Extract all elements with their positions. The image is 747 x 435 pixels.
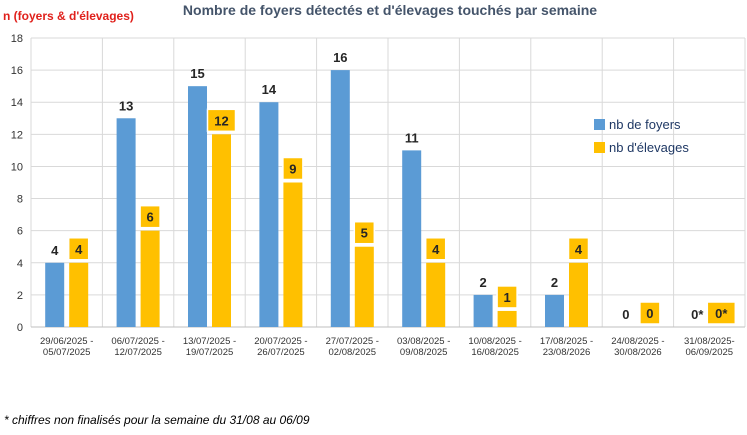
- bar-foyers: [473, 294, 493, 327]
- x-tick-label: 27/07/2025 -02/08/2025: [326, 336, 379, 358]
- data-label-elevages: 12: [214, 113, 228, 128]
- y-tick-label: 12: [11, 129, 23, 141]
- data-label-box-elevages: [639, 301, 661, 325]
- bar-elevages: [212, 134, 231, 327]
- data-label-box-elevages: [567, 237, 590, 261]
- bar-foyers: [188, 86, 207, 328]
- data-label-foyers: 0: [622, 307, 629, 322]
- data-label-box-elevages: [496, 285, 518, 309]
- data-label-box-elevages: [67, 237, 90, 261]
- bar-foyers: [116, 118, 136, 328]
- data-label-elevages: 9: [289, 162, 296, 177]
- x-tick-label: 06/07/2025 -12/07/2025: [111, 336, 164, 358]
- bar-foyers: [402, 150, 422, 327]
- data-label-box-elevages: [353, 220, 376, 245]
- x-tick-label: 10/08/2025 -16/08/2025: [468, 336, 521, 358]
- x-tick-label: 29/06/2025 -05/07/2025: [40, 336, 93, 358]
- x-tick-label: 31/08/2025-06/09/2025: [684, 336, 735, 358]
- bar-foyers: [545, 294, 564, 327]
- data-label-elevages: 6: [146, 210, 153, 225]
- data-label-foyers: 2: [551, 275, 558, 290]
- y-tick-label: 8: [17, 194, 23, 206]
- x-tick-label: 13/07/2025 -19/07/2025: [183, 336, 236, 358]
- bar-elevages: [354, 246, 374, 327]
- y-tick-label: 0: [17, 322, 23, 334]
- footnote: * chiffres non finalisés pour la semaine…: [4, 413, 310, 427]
- data-label-foyers: 16: [333, 50, 347, 65]
- x-tick-label: 24/08/2025 -30/08/2026: [611, 336, 664, 358]
- data-label-elevages: 4: [432, 242, 440, 257]
- data-label-box-elevages: [282, 156, 304, 181]
- y-tick-label: 10: [11, 161, 23, 173]
- y-tick-label: 16: [11, 65, 23, 77]
- y-tick-label: 14: [11, 97, 23, 109]
- bar-elevages: [497, 310, 517, 327]
- data-label-elevages: 4: [575, 242, 583, 257]
- y-axis-title: n (foyers & d'élevages): [3, 9, 134, 23]
- data-label-foyers: 4: [51, 243, 59, 258]
- x-tick-label: 20/07/2025 -26/07/2025: [254, 336, 307, 358]
- y-tick-label: 6: [17, 226, 23, 238]
- data-label-foyers: 11: [405, 130, 419, 145]
- data-label-elevages: 4: [75, 242, 83, 257]
- data-label-foyers: 0*: [691, 307, 704, 322]
- bar-foyers: [330, 70, 350, 327]
- legend-label: nb d'élevages: [609, 140, 689, 155]
- bar-elevages: [140, 230, 160, 327]
- y-tick-label: 2: [17, 290, 23, 302]
- bar-foyers: [45, 262, 65, 327]
- bar-elevages: [426, 262, 446, 327]
- data-label-box-elevages: [706, 301, 737, 325]
- bars: [45, 70, 588, 328]
- legend-label: nb de foyers: [609, 117, 681, 132]
- bar-foyers: [259, 102, 279, 327]
- data-label-elevages: 1: [503, 290, 510, 305]
- data-label-box-elevages: [139, 204, 161, 229]
- data-label-box-elevages: [424, 237, 447, 261]
- data-label-elevages: 0*: [715, 306, 728, 321]
- data-label-box-elevages: [206, 108, 237, 133]
- legend: nb de foyers nb d'élevages: [594, 117, 689, 155]
- data-label-foyers: 15: [190, 66, 204, 81]
- x-tick-label: 17/08/2025 -23/08/2026: [540, 336, 593, 358]
- data-label-elevages: 5: [361, 226, 368, 241]
- y-tick-label: 18: [11, 33, 23, 45]
- gridlines: [30, 37, 746, 328]
- chart-title: Nombre de foyers détectés et d'élevages …: [183, 2, 597, 18]
- x-tick-label: 03/08/2025 -09/08/2025: [397, 336, 450, 358]
- data-label-elevages: 0: [646, 306, 653, 321]
- bar-elevages: [283, 182, 303, 327]
- data-label-foyers: 13: [119, 98, 133, 113]
- bar-elevages: [569, 262, 588, 327]
- legend-swatch: [594, 119, 605, 130]
- y-tick-label: 4: [17, 258, 23, 270]
- data-label-foyers: 14: [262, 82, 277, 97]
- data-label-foyers: 2: [479, 275, 486, 290]
- legend-swatch: [594, 142, 605, 153]
- bar-elevages: [69, 262, 89, 327]
